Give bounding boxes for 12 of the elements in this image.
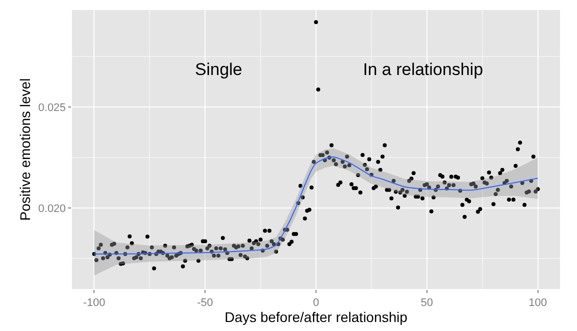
y-tick-label: 0.025: [38, 102, 66, 114]
y-tick-label: 0.020: [38, 202, 66, 215]
annotation: Single: [195, 60, 242, 79]
x-tick-label: -100: [83, 297, 106, 310]
x-tick-label: 0: [312, 297, 320, 310]
x-tick-label: 100: [528, 297, 547, 310]
annotation: In a relationship: [363, 60, 484, 79]
y-axis-title: Positive emotions level: [16, 78, 33, 221]
x-tick-label: 50: [420, 297, 434, 310]
x-tick-label: -50: [197, 297, 214, 310]
x-axis-title: Days before/after relationship: [224, 309, 408, 326]
line-series: [94, 156, 538, 255]
